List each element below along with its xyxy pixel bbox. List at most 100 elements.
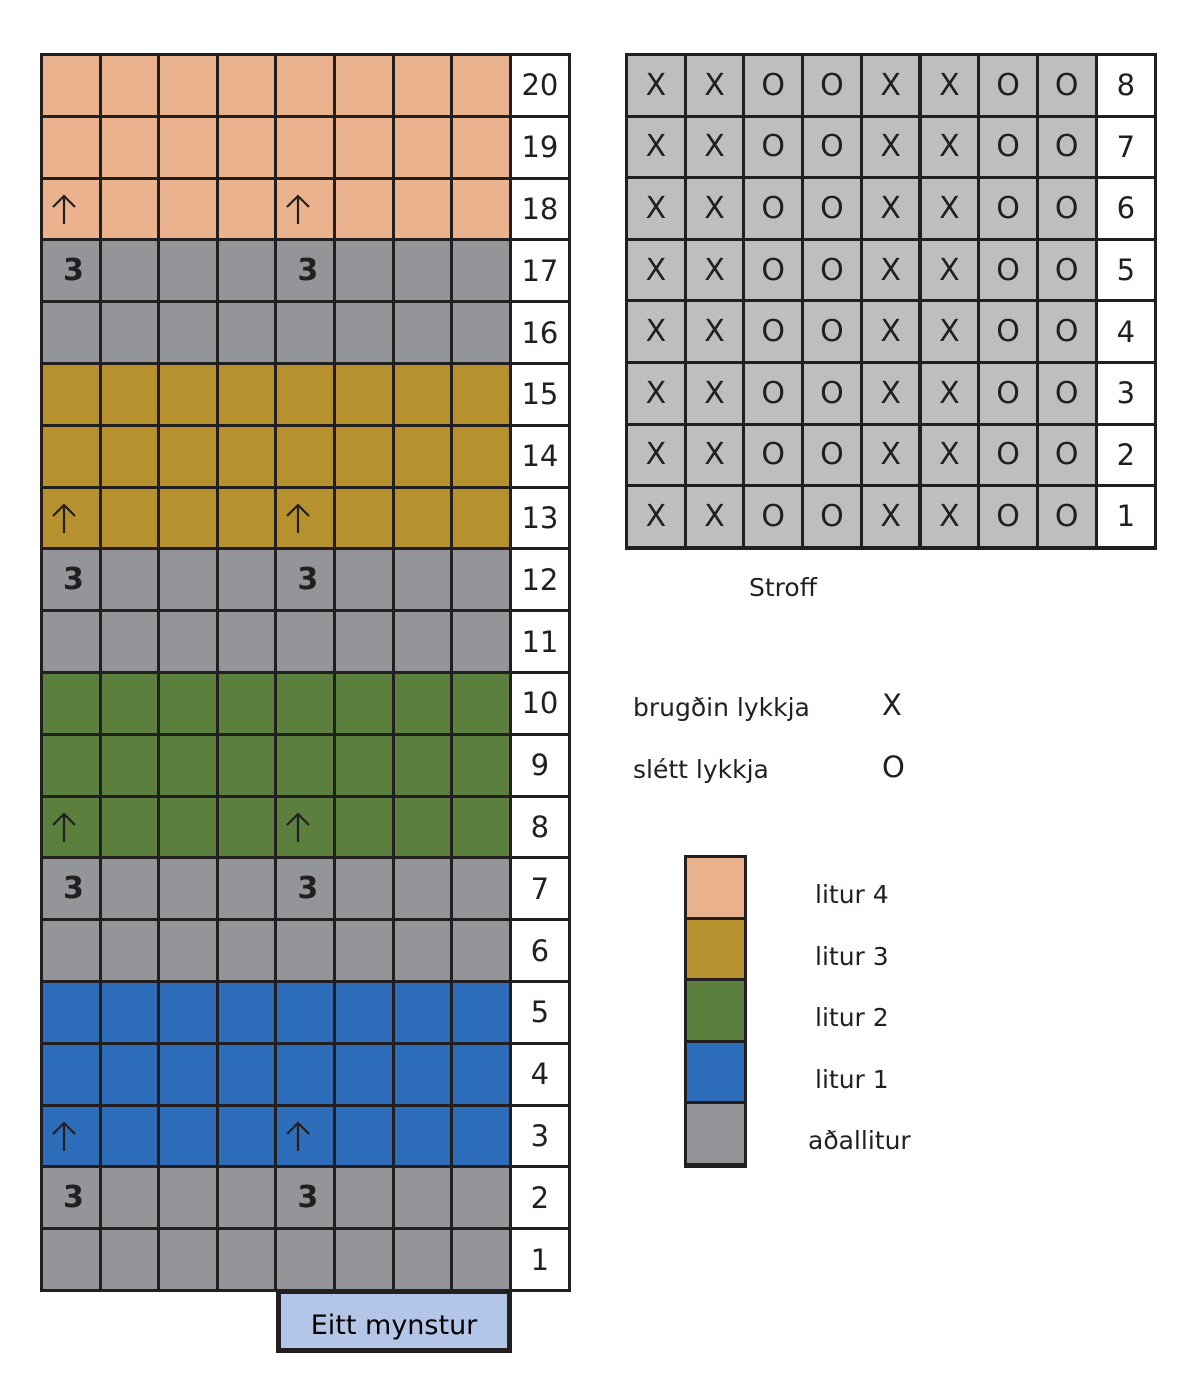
stroff-cell: X (862, 56, 919, 115)
stroff-cell: O (1038, 302, 1095, 361)
cell-arrow (43, 488, 99, 548)
chart-cell (453, 674, 509, 733)
chart-cell (336, 117, 392, 177)
chart-cell (453, 1106, 509, 1166)
chart-cell (43, 56, 99, 115)
color-swatch (687, 858, 744, 917)
row-number: 19 (511, 117, 568, 177)
chart-cell (394, 550, 451, 610)
chart-cell (394, 303, 451, 362)
row-number: 12 (511, 550, 568, 610)
stroff-row-number: 5 (1097, 240, 1154, 300)
chart-cell (43, 735, 99, 795)
chart-cell (218, 1044, 275, 1104)
chart-cell (218, 797, 275, 857)
chart-cell (453, 303, 509, 362)
chart-cell (453, 488, 509, 548)
stroff-cell: O (745, 56, 802, 115)
chart-cell (218, 612, 275, 671)
chart-cell (101, 983, 158, 1042)
cell-arrow (277, 179, 333, 239)
row-number: 5 (511, 983, 568, 1042)
chart-cell (453, 241, 509, 301)
cell-bold-3: 3 (277, 1168, 333, 1228)
stroff-cell: X (862, 425, 919, 485)
stroff-cell: X (921, 487, 978, 546)
stroff-cell: X (921, 179, 978, 238)
chart-cell (101, 1044, 158, 1104)
stroff-cell: O (804, 56, 860, 115)
chart-cell (394, 365, 451, 424)
chart-cell (218, 303, 275, 362)
stroff-cell: O (745, 487, 802, 546)
stroff-cell: X (628, 487, 684, 546)
chart-cell (453, 56, 509, 115)
chart-cell (336, 921, 392, 980)
chart-cell (101, 303, 158, 362)
stroff-cell: O (1038, 240, 1095, 300)
stroff-cell: X (686, 487, 743, 546)
chart-cell (394, 179, 451, 239)
stitch-legend-symbol: X (882, 688, 902, 722)
chart-cell (336, 303, 392, 362)
color-swatch (687, 919, 744, 979)
stitch-legend-symbol: O (882, 750, 905, 784)
stroff-row-number: 2 (1097, 425, 1154, 485)
chart-cell (218, 674, 275, 733)
stroff-row-number: 8 (1097, 56, 1154, 115)
stroff-cell: O (980, 56, 1036, 115)
chart-cell (394, 488, 451, 548)
stroff-cell: X (628, 56, 684, 115)
stroff-cell: X (686, 117, 743, 177)
cell-bold-3: 3 (43, 1168, 99, 1228)
stroff-cell: O (1038, 56, 1095, 115)
chart-cell (101, 550, 158, 610)
chart-cell (160, 1106, 216, 1166)
stroff-cell: X (921, 302, 978, 361)
chart-cell (394, 983, 451, 1042)
row-number: 2 (511, 1168, 568, 1228)
chart-cell (218, 735, 275, 795)
stroff-cell: O (1038, 179, 1095, 238)
row-number: 8 (511, 797, 568, 857)
chart-cell (453, 1230, 509, 1289)
color-swatch (687, 1104, 744, 1163)
arrow-up-icon (52, 812, 76, 842)
arrow-up-icon (52, 1121, 76, 1151)
chart-cell (394, 1230, 451, 1289)
color-legend-label: litur 3 (815, 941, 889, 971)
chart-cell (43, 921, 99, 980)
chart-cell (394, 1106, 451, 1166)
arrow-up-icon (52, 194, 76, 224)
chart-cell (336, 1168, 392, 1228)
stroff-cell: X (862, 487, 919, 546)
chart-cell (336, 365, 392, 424)
chart-cell (336, 1230, 392, 1289)
cell-arrow (277, 488, 333, 548)
chart-cell (277, 921, 333, 980)
chart-cell (336, 488, 392, 548)
chart-cell (277, 303, 333, 362)
chart-cell (160, 1168, 216, 1228)
chart-cell (394, 859, 451, 919)
chart-cell (101, 117, 158, 177)
chart-cell (453, 859, 509, 919)
stroff-cell: O (980, 302, 1036, 361)
chart-cell (218, 983, 275, 1042)
chart-cell (277, 117, 333, 177)
stroff-cell: O (1038, 117, 1095, 177)
chart-cell (160, 488, 216, 548)
chart-cell (336, 735, 392, 795)
stroff-row-number: 7 (1097, 117, 1154, 177)
row-number: 9 (511, 735, 568, 795)
chart-cell (453, 1044, 509, 1104)
color-swatch (687, 1042, 744, 1102)
chart-cell (394, 921, 451, 980)
chart-cell (336, 241, 392, 301)
stroff-cell: O (745, 364, 802, 423)
chart-cell (101, 1168, 158, 1228)
row-number: 16 (511, 303, 568, 362)
chart-cell (101, 921, 158, 980)
chart-cell (101, 426, 158, 486)
chart-cell (218, 241, 275, 301)
